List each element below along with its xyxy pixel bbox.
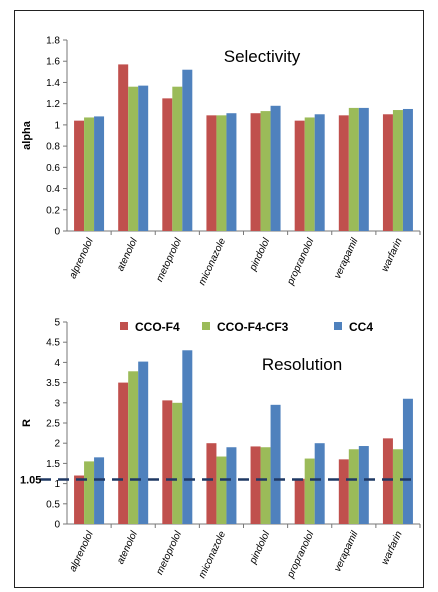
y-tick-label: 0 [54,227,60,238]
bar-cco-f4-cf3 [84,461,95,524]
bar-cc4 [314,443,325,524]
bar-cc4 [138,361,149,524]
x-tick-label: atenolol [115,236,140,273]
bar-cco-f4 [206,115,217,231]
y-tick-label: 0.2 [46,205,60,216]
bar-cc4 [138,85,149,231]
x-tick-label: propranolol [285,529,317,581]
x-tick-label: miconazole [197,236,229,287]
x-tick-label: alprenolol [67,236,96,281]
bar-cc4 [314,114,325,231]
bar-cco-f4 [338,115,349,231]
bar-cc4 [182,69,193,231]
legend-label: CCO-F4 [135,320,180,334]
reference-line-label: 1.05 [20,475,41,487]
y-tick-label: 4 [54,358,60,369]
y-tick-label: 0.8 [46,142,60,153]
y-tick-label: 3.5 [46,378,60,389]
x-tick-label: verapamil [332,236,361,281]
y-tick-label: 4.5 [46,338,60,349]
y-tick-label: 0.5 [46,499,60,510]
bar-cco-f4-cf3 [392,449,403,524]
bar-cco-f4-cf3 [304,458,315,524]
bar-cco-f4-cf3 [216,456,227,524]
bar-cco-f4-cf3 [84,117,95,231]
legend-swatch-cco-f4-cf3 [202,322,210,330]
legend-label: CC4 [349,320,373,334]
bar-cco-f4-cf3 [172,402,183,524]
bar-cco-f4-cf3 [348,107,359,231]
y-tick-label: 5 [54,318,60,329]
bar-cc4 [402,108,413,231]
bar-cc4 [94,116,105,231]
y-tick-label: 2 [54,439,60,450]
x-tick-label: verapamil [332,529,361,574]
bar-cco-f4 [294,478,305,524]
bar-cc4 [358,446,369,524]
chart-title: Resolution [262,355,342,374]
legend-swatch-cc4 [334,322,342,330]
y-axis-label: R [21,419,33,427]
x-tick-label: alprenolol [67,529,96,574]
bar-cco-f4 [294,120,305,231]
bar-cco-f4 [382,438,393,524]
bar-cco-f4-cf3 [348,449,359,524]
y-axis-label: alpha [21,120,33,150]
bar-cc4 [358,107,369,231]
x-tick-label: atenolol [115,529,140,566]
bar-cco-f4-cf3 [304,117,315,231]
y-tick-label: 1.4 [46,78,60,89]
y-tick-label: 0 [54,520,60,531]
legend-swatch-cco-f4 [120,322,128,330]
bar-cc4 [402,398,413,524]
bar-cc4 [182,350,193,524]
y-tick-label: 1.2 [46,99,60,110]
bar-cco-f4 [118,64,129,232]
x-tick-label: metoprolol [154,529,184,577]
bar-cco-f4 [250,446,261,524]
x-tick-label: warfarin [380,529,405,566]
bar-cc4 [270,105,281,231]
chart-title: Selectivity [224,47,301,66]
legend-label: CCO-F4-CF3 [217,320,289,334]
y-tick-label: 0.6 [46,163,60,174]
bar-cco-f4 [338,459,349,524]
bar-cc4 [226,447,237,524]
bar-cco-f4-cf3 [172,86,183,231]
y-tick-label: 1 [54,479,60,490]
y-tick-label: 3 [54,398,60,409]
bar-cco-f4 [74,475,85,524]
bar-cco-f4 [382,114,393,231]
y-tick-label: 2.5 [46,419,60,430]
bar-cco-f4-cf3 [128,86,139,231]
x-tick-label: warfarin [380,236,405,273]
x-tick-label: metoprolol [154,236,184,284]
bar-cco-f4-cf3 [128,371,139,524]
bar-cco-f4 [206,443,217,524]
x-tick-label: pindolol [247,236,272,274]
bar-cco-f4 [74,120,85,231]
bar-cc4 [270,404,281,524]
bar-cco-f4-cf3 [216,115,227,231]
bar-cco-f4 [118,382,129,524]
bar-cco-f4-cf3 [260,447,271,524]
bar-cco-f4 [162,98,173,231]
y-tick-label: 1 [54,120,60,131]
bar-cc4 [226,113,237,231]
bar-cco-f4-cf3 [260,111,271,231]
x-tick-label: pindolol [247,529,272,567]
y-tick-label: 1.8 [46,36,60,47]
bar-cco-f4-cf3 [392,110,403,231]
y-tick-label: 1.5 [46,459,60,470]
bar-cco-f4 [162,400,173,524]
y-tick-label: 0.4 [46,184,60,195]
x-tick-label: propranolol [285,236,317,288]
y-tick-label: 1.6 [46,57,60,68]
bar-cco-f4 [250,113,261,231]
x-tick-label: miconazole [197,529,229,580]
bar-cc4 [94,457,105,524]
